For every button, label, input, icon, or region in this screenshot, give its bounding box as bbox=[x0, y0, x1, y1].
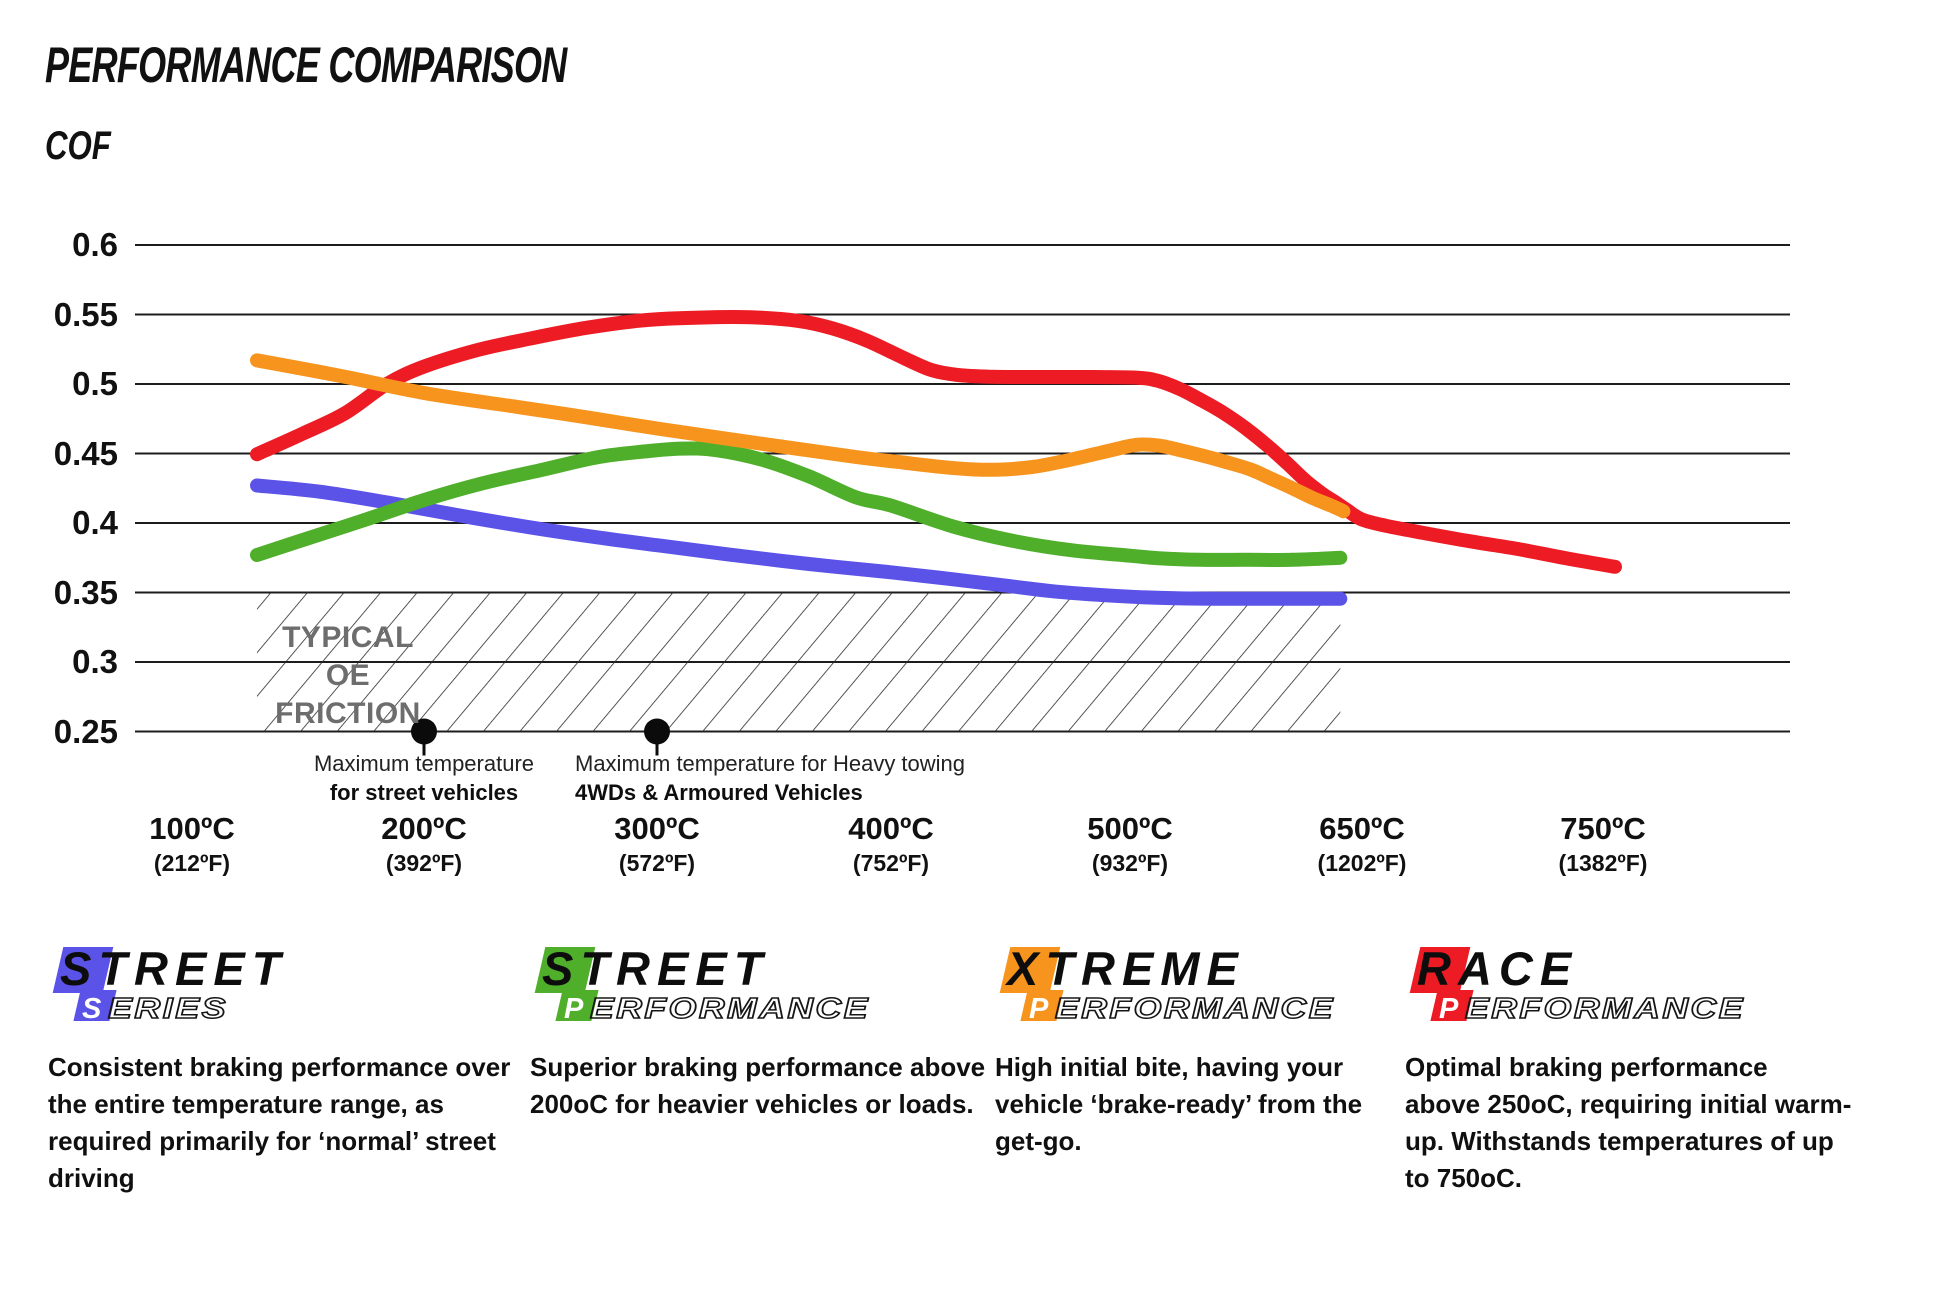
street-series-logo: STREET S ERIES bbox=[48, 942, 548, 1026]
brand-word: STREET bbox=[542, 942, 770, 995]
brand-subword: S ERIES bbox=[82, 992, 228, 1026]
y-axis-title: COF bbox=[45, 124, 111, 168]
x-tick-750c: 750ºC (1382ºF) bbox=[1513, 812, 1693, 877]
y-tick-label: 0.5 bbox=[72, 365, 118, 402]
max-temp-marker-dot bbox=[644, 718, 670, 745]
x-tick-200c: 200ºC (392ºF) bbox=[334, 812, 514, 877]
brand-subword: P ERFORMANCE bbox=[1439, 992, 1745, 1026]
brand-word: RACE bbox=[1417, 942, 1579, 995]
page-title: PERFORMANCE COMPARISON bbox=[45, 37, 567, 93]
svg-text:ERFORMANCE: ERFORMANCE bbox=[1055, 993, 1335, 1025]
typical-oe-friction-label: TYPICAL OE FRICTION bbox=[275, 621, 421, 730]
brand-word: XTREME bbox=[1007, 942, 1245, 995]
typical-oe-friction-band bbox=[256, 592, 1341, 732]
xtreme-performance-logo: XTREME P ERFORMANCE bbox=[995, 942, 1395, 1026]
svg-text:S: S bbox=[82, 993, 102, 1025]
x-tick-celsius: 650ºC bbox=[1319, 811, 1405, 846]
y-tick-label: 0.4 bbox=[72, 504, 118, 541]
y-tick-label: 0.3 bbox=[72, 643, 118, 680]
y-tick-label: 0.45 bbox=[53, 435, 118, 472]
legend-street-series: STREET S ERIES Consistent braking perfor… bbox=[48, 942, 548, 1197]
svg-text:P: P bbox=[1439, 993, 1459, 1025]
x-tick-fahrenheit: (1382ºF) bbox=[1558, 850, 1648, 876]
legend-street-performance: STREET P ERFORMANCE Superior braking per… bbox=[530, 942, 990, 1123]
legend-description: Consistent braking performance over the … bbox=[48, 1052, 511, 1193]
svg-text:P: P bbox=[1029, 993, 1049, 1025]
svg-text:ERFORMANCE: ERFORMANCE bbox=[590, 993, 870, 1025]
max-temp-marker-dot bbox=[411, 718, 437, 745]
x-tick-400c: 400ºC (752ºF) bbox=[801, 812, 981, 877]
x-tick-500c: 500ºC (932ºF) bbox=[1040, 812, 1220, 877]
x-tick-300c: 300ºC (572ºF) bbox=[567, 812, 747, 877]
x-tick-fahrenheit: (572ºF) bbox=[618, 850, 696, 876]
race-performance-logo: RACE P ERFORMANCE bbox=[1405, 942, 1905, 1026]
curve-xtreme-performance bbox=[250, 353, 1351, 519]
svg-text:ERFORMANCE: ERFORMANCE bbox=[1465, 993, 1745, 1025]
annotation-heavy-towing-max-temp: Maximum temperature for Heavy towing 4WD… bbox=[575, 751, 966, 805]
x-tick-fahrenheit: (932ºF) bbox=[1091, 850, 1169, 876]
annotation-street-max-temp: Maximum temperature for street vehicles bbox=[313, 751, 535, 805]
brand-word: STREET bbox=[60, 942, 288, 995]
y-tick-label: 0.6 bbox=[72, 226, 118, 263]
x-tick-fahrenheit: (392ºF) bbox=[385, 850, 463, 876]
x-tick-celsius: 500ºC bbox=[1087, 811, 1173, 846]
y-tick-label: 0.35 bbox=[53, 574, 118, 611]
svg-text:P: P bbox=[564, 993, 584, 1025]
x-tick-100c: 100ºC (212ºF) bbox=[102, 812, 282, 877]
legend-race-performance: RACE P ERFORMANCE Optimal braking perfor… bbox=[1405, 942, 1905, 1197]
curve-street-series bbox=[250, 478, 1348, 606]
legend-xtreme-performance: XTREME P ERFORMANCE High initial bite, h… bbox=[995, 942, 1395, 1160]
y-tick-label: 0.25 bbox=[53, 713, 118, 750]
x-tick-celsius: 750ºC bbox=[1560, 811, 1646, 846]
x-tick-fahrenheit: (1202ºF) bbox=[1317, 850, 1407, 876]
x-tick-650c: 650ºC (1202ºF) bbox=[1272, 812, 1452, 877]
legend-description: Superior braking performance above 200oC… bbox=[530, 1052, 986, 1119]
x-tick-celsius: 300ºC bbox=[614, 811, 700, 846]
svg-text:ERIES: ERIES bbox=[108, 993, 228, 1025]
brand-subword: P ERFORMANCE bbox=[564, 992, 870, 1026]
curve-race-performance bbox=[250, 309, 1622, 574]
curve-street-performance bbox=[250, 441, 1348, 567]
x-tick-celsius: 200ºC bbox=[381, 811, 467, 846]
x-tick-celsius: 400ºC bbox=[848, 811, 934, 846]
y-tick-label: 0.55 bbox=[53, 296, 118, 333]
x-tick-fahrenheit: (752ºF) bbox=[852, 850, 930, 876]
street-performance-logo: STREET P ERFORMANCE bbox=[530, 942, 990, 1026]
legend-description: Optimal braking performance above 250oC,… bbox=[1405, 1052, 1852, 1193]
legend-description: High initial bite, having your vehicle ‘… bbox=[995, 1052, 1363, 1156]
x-tick-celsius: 100ºC bbox=[149, 811, 235, 846]
x-tick-fahrenheit: (212ºF) bbox=[153, 850, 231, 876]
brand-subword: P ERFORMANCE bbox=[1029, 992, 1335, 1026]
